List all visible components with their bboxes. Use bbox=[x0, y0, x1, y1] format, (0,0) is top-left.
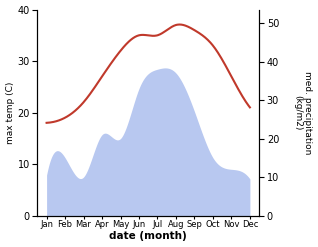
Y-axis label: med. precipitation
(kg/m2): med. precipitation (kg/m2) bbox=[293, 71, 313, 154]
X-axis label: date (month): date (month) bbox=[109, 231, 187, 242]
Y-axis label: max temp (C): max temp (C) bbox=[5, 81, 15, 144]
